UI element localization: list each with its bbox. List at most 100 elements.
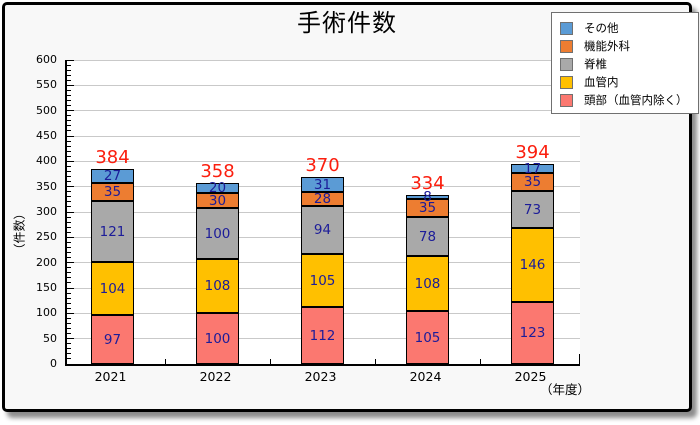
bar-segment-label: 17 [523, 160, 542, 177]
gridline [67, 160, 580, 162]
legend-swatch [560, 21, 573, 35]
bar-total-label: 370 [305, 155, 340, 176]
y-tick-label: 100 [36, 306, 57, 320]
bar-segment-label: 73 [523, 201, 542, 218]
y-minor-tick [67, 125, 71, 127]
y-minor-tick [67, 140, 71, 142]
bar-segment-label: 100 [204, 330, 231, 347]
y-minor-tick [67, 231, 71, 233]
chart-canvas: 手術件数 （件数） 97 104 121 35 27 384 100 108 100 30 20 35… [2, 2, 699, 412]
y-minor-tick [67, 272, 71, 274]
bar-segment [196, 208, 239, 259]
y-major-tick [67, 312, 74, 314]
y-major-tick [67, 211, 74, 213]
y-minor-tick [67, 348, 71, 350]
y-minor-tick [67, 165, 71, 167]
y-tick-label: 600 [36, 53, 57, 66]
bar-segment [91, 183, 134, 201]
bar-segment [196, 193, 239, 208]
bar-segment [91, 262, 134, 315]
bar-segment-label: 28 [313, 191, 332, 207]
bar-segment [196, 259, 239, 313]
bar-segment [511, 164, 554, 173]
bar-segment-label: 146 [519, 257, 546, 273]
y-minor-tick [67, 191, 71, 193]
y-major-tick [67, 287, 74, 289]
y-minor-tick [67, 252, 71, 254]
y-major-tick [67, 262, 74, 264]
y-minor-tick [67, 317, 71, 319]
bar-segment [301, 254, 344, 307]
x-boundary-tick [375, 359, 376, 364]
y-minor-tick [67, 307, 71, 309]
bar-segment-label: 104 [99, 280, 126, 297]
bar-total-label: 394 [515, 142, 550, 163]
bar-segment-label: 35 [418, 200, 437, 216]
x-tick-label: 2023 [304, 369, 337, 384]
y-minor-tick [67, 257, 71, 259]
y-minor-tick [67, 130, 71, 132]
bar-segment [196, 183, 239, 193]
legend-item: 脊椎 [560, 55, 698, 73]
y-minor-tick [67, 277, 71, 279]
y-major-tick [67, 84, 74, 86]
y-minor-tick [67, 216, 71, 218]
bar-segment-label: 8 [423, 189, 432, 205]
y-minor-tick [67, 353, 71, 355]
legend-label: 機能外科 [584, 39, 630, 53]
y-minor-tick [67, 100, 71, 102]
x-tick-label: 2025 [514, 369, 547, 384]
y-minor-tick [67, 120, 71, 122]
y-minor-tick [67, 322, 71, 324]
y-minor-tick [67, 170, 71, 172]
y-major-tick [67, 59, 74, 61]
y-tick-label: 0 [50, 357, 57, 370]
x-boundary-tick [270, 359, 271, 364]
x-tick-label: 2024 [409, 369, 442, 384]
bar-segment [196, 313, 239, 364]
bar-segment-label: 105 [309, 272, 336, 289]
x-tick-label: 2022 [199, 369, 232, 384]
legend: その他機能外科脊椎 血管内 頭部（血管内除く） [551, 12, 699, 114]
legend-item: その他 [560, 19, 698, 37]
bar-segment [406, 199, 449, 217]
bar-segment [406, 217, 449, 256]
bar-segment-label: 78 [418, 228, 437, 245]
bar-total-label: 384 [95, 147, 130, 168]
legend-label: その他 [584, 21, 619, 35]
y-minor-tick [67, 94, 71, 96]
bar-segment-label: 100 [204, 225, 231, 242]
y-minor-tick [67, 145, 71, 147]
legend-item: 血管内 [560, 73, 698, 91]
y-minor-tick [67, 64, 71, 66]
y-tick-label: 300 [36, 205, 57, 218]
y-minor-tick [67, 328, 71, 330]
y-minor-tick [67, 282, 71, 284]
y-tick-label: 150 [36, 281, 57, 294]
y-minor-tick [67, 246, 71, 248]
x-axis-end-tick [579, 354, 580, 364]
bar-segment-label: 94 [313, 222, 332, 238]
bar-segment-label: 108 [204, 278, 231, 294]
x-tick-label: 2021 [94, 369, 127, 384]
y-minor-tick [67, 333, 71, 335]
bar-segment-label: 27 [103, 168, 122, 184]
y-minor-tick [67, 201, 71, 203]
legend-item: 頭部（血管内除く） [560, 91, 698, 109]
y-minor-tick [67, 221, 71, 223]
y-minor-tick [67, 181, 71, 183]
bar-segment [301, 177, 344, 192]
bar-segment [406, 311, 449, 364]
bar-segment [91, 169, 134, 183]
y-minor-tick [67, 115, 71, 117]
y-minor-tick [67, 196, 71, 198]
bar-segment-label: 121 [99, 223, 126, 240]
y-minor-tick [67, 150, 71, 152]
y-major-tick [67, 135, 74, 137]
y-minor-tick [67, 79, 71, 81]
gridline [67, 84, 580, 86]
bar-segment-label: 20 [208, 180, 227, 196]
y-minor-tick [67, 206, 71, 208]
y-minor-tick [67, 105, 71, 107]
x-boundary-tick [165, 359, 166, 364]
